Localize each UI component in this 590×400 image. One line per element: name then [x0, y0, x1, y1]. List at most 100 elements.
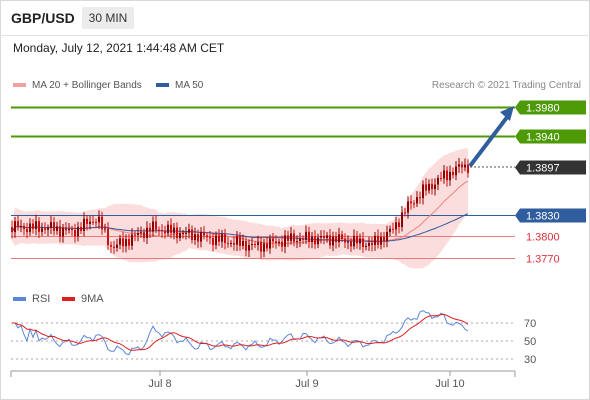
- candle-body: [11, 227, 13, 233]
- candle-body: [371, 242, 373, 245]
- candle-body: [134, 234, 136, 236]
- candle-body: [365, 245, 367, 248]
- candle-body: [416, 197, 418, 204]
- candle-body: [377, 235, 379, 245]
- candle-body: [167, 224, 169, 234]
- candle-body: [332, 236, 334, 246]
- candle-body: [215, 235, 217, 246]
- rsi-swatch: [13, 297, 26, 301]
- candle-body: [182, 233, 184, 235]
- candle-body: [194, 234, 196, 241]
- candle-body: [389, 228, 391, 233]
- candle-body: [326, 235, 328, 239]
- rsi-line: [12, 310, 469, 356]
- rsi-ma-swatch: [62, 297, 75, 301]
- forecast-arrow: [468, 106, 514, 168]
- candle-body: [269, 238, 271, 249]
- candle-body: [341, 234, 343, 240]
- candle-body: [152, 221, 154, 232]
- candle-body: [224, 234, 226, 244]
- candle-body: [437, 177, 439, 185]
- candle-body: [230, 243, 232, 245]
- candle-body: [353, 235, 355, 247]
- candle-body: [278, 241, 280, 243]
- candle-body: [299, 238, 301, 242]
- candle-body: [296, 241, 298, 243]
- candle-body: [176, 227, 178, 239]
- candle-body: [125, 239, 127, 247]
- candle-body: [116, 244, 118, 248]
- chart-header: GBP/USD 30 MIN: [0, 0, 590, 36]
- candle-body: [407, 201, 409, 213]
- candle-body: [101, 216, 103, 230]
- candle-body: [77, 226, 79, 237]
- forecast-arrow-head: [500, 106, 514, 121]
- candle-body: [302, 238, 304, 240]
- level-label-1: 1.3940: [526, 132, 560, 144]
- candle-body: [23, 225, 25, 230]
- candle-body: [56, 226, 58, 231]
- level-tag-2: 1.3897: [515, 160, 586, 175]
- candle-body: [89, 221, 91, 224]
- candle-body: [455, 166, 457, 176]
- candle-body: [227, 243, 229, 245]
- candle-body: [380, 236, 382, 245]
- candle-body: [143, 232, 145, 239]
- candle-body: [191, 229, 193, 241]
- candle-body: [188, 229, 190, 233]
- symbol-title: GBP/USD: [11, 10, 75, 26]
- candle-body: [254, 244, 256, 246]
- level-label-5: 1.3770: [526, 254, 560, 266]
- candle-body: [161, 230, 163, 232]
- level-label-2: 1.3897: [526, 163, 560, 175]
- candle-body: [260, 242, 262, 252]
- candle-body: [158, 229, 160, 231]
- candle-body: [203, 232, 205, 236]
- candle-body: [242, 241, 244, 246]
- candle-body: [155, 221, 157, 230]
- candle-body: [410, 201, 412, 204]
- candle-body: [350, 241, 352, 247]
- candle-body: [284, 235, 286, 247]
- candle-body: [179, 233, 181, 239]
- candle-body: [239, 236, 241, 246]
- candle-body: [20, 225, 22, 228]
- candle-body: [95, 222, 97, 224]
- candle-body: [257, 242, 259, 246]
- candle-body: [401, 212, 403, 228]
- candle-body: [446, 170, 448, 181]
- candle-body: [440, 177, 442, 179]
- candle-body: [164, 231, 166, 234]
- candle-body: [200, 232, 202, 242]
- level-labels: 1.3980 1.3940 1.3897 1.3830 1.3800 1.3770: [515, 100, 586, 266]
- candle-body: [434, 184, 436, 190]
- ma50-swatch: [156, 83, 169, 88]
- candle-body: [368, 242, 370, 246]
- ma20-label: MA 20 + Bollinger Bands: [32, 80, 142, 91]
- ma50-label: MA 50: [175, 80, 204, 91]
- candle-body: [92, 221, 94, 223]
- candle-body: [305, 231, 307, 240]
- legend-ma50: MA 50: [156, 80, 203, 91]
- candle-body: [137, 233, 139, 236]
- candle-body: [185, 232, 187, 234]
- candle-body: [71, 228, 73, 231]
- candle-body: [113, 246, 115, 248]
- candle-body: [314, 236, 316, 245]
- candle-body: [26, 229, 28, 233]
- rsi-ma-line: [12, 313, 469, 351]
- candle-body: [413, 203, 415, 205]
- candles: [11, 158, 469, 259]
- candle-body: [248, 244, 250, 251]
- candle-body: [50, 222, 52, 228]
- candle-body: [398, 222, 400, 228]
- candle-body: [311, 236, 313, 242]
- timestamp: Monday, July 12, 2021 1:44:48 AM CET: [13, 41, 225, 55]
- candle-body: [68, 228, 70, 231]
- candle-body: [14, 221, 16, 233]
- candle-body: [263, 243, 265, 252]
- candle-body: [464, 164, 466, 168]
- timeframe-button[interactable]: 30 MIN: [82, 7, 134, 29]
- rsi-tick-70: 70: [524, 318, 536, 330]
